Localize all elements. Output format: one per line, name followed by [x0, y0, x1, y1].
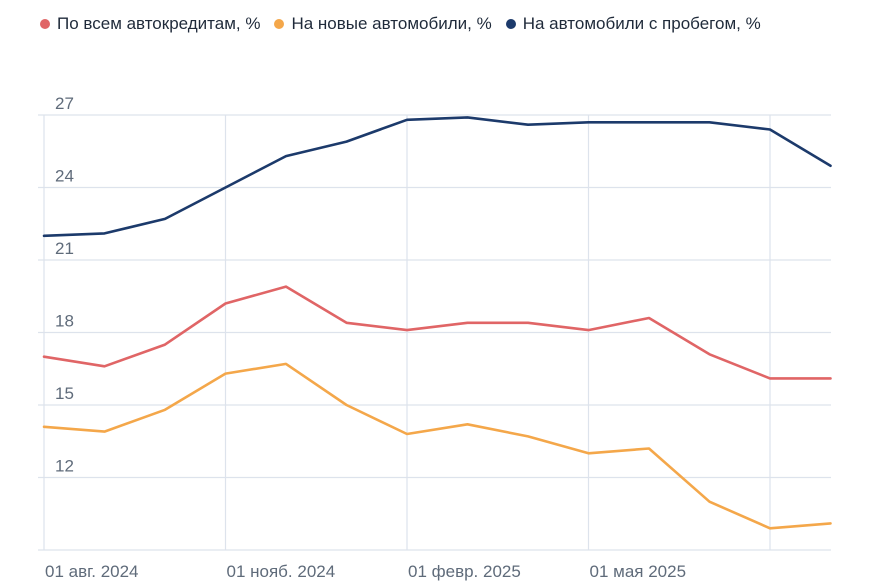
y-tick-label-12: 12 [55, 457, 74, 476]
grid-layer [38, 114, 831, 551]
legend-item-new-cars[interactable]: На новые автомобили, % [274, 14, 492, 34]
legend-marker-all-loans [40, 19, 50, 29]
y-tick-label-27: 27 [55, 94, 74, 113]
x-tick-label-3: 01 нояб. 2024 [227, 562, 336, 581]
legend-marker-used-cars [505, 19, 516, 29]
label-layer: 12 15 18 21 24 27 01 авг. 2024 01 нояб. 2024 01 … [45, 94, 686, 581]
chart-legend: По всем автокредитам, % На новые автомоб… [40, 14, 761, 34]
x-tick-label-6: 01 февр. 2025 [408, 562, 521, 581]
legend-label-used-cars: На автомобили с пробегом, % [522, 14, 761, 33]
y-tick-label-15: 15 [55, 384, 74, 403]
y-tick-label-21: 21 [55, 239, 74, 258]
legend-item-all-loans[interactable]: По всем автокредитам, % [40, 14, 260, 34]
y-tick-label-24: 24 [55, 167, 74, 186]
x-tick-label-0: 01 авг. 2024 [45, 562, 139, 581]
series-line-used-cars[interactable] [42, 116, 832, 238]
legend-label-new-cars: На новые автомобили, % [291, 14, 492, 33]
series-layer [42, 116, 832, 530]
series-line-all-loans[interactable] [42, 285, 832, 380]
legend-label-all-loans: По всем автокредитам, % [57, 14, 261, 33]
legend-marker-new-cars [274, 19, 285, 29]
legend-item-used-cars[interactable]: На автомобили с пробегом, % [505, 14, 761, 34]
x-tick-label-9: 01 мая 2025 [590, 562, 687, 581]
y-tick-label-18: 18 [55, 312, 74, 331]
series-line-new-cars[interactable] [42, 362, 832, 530]
